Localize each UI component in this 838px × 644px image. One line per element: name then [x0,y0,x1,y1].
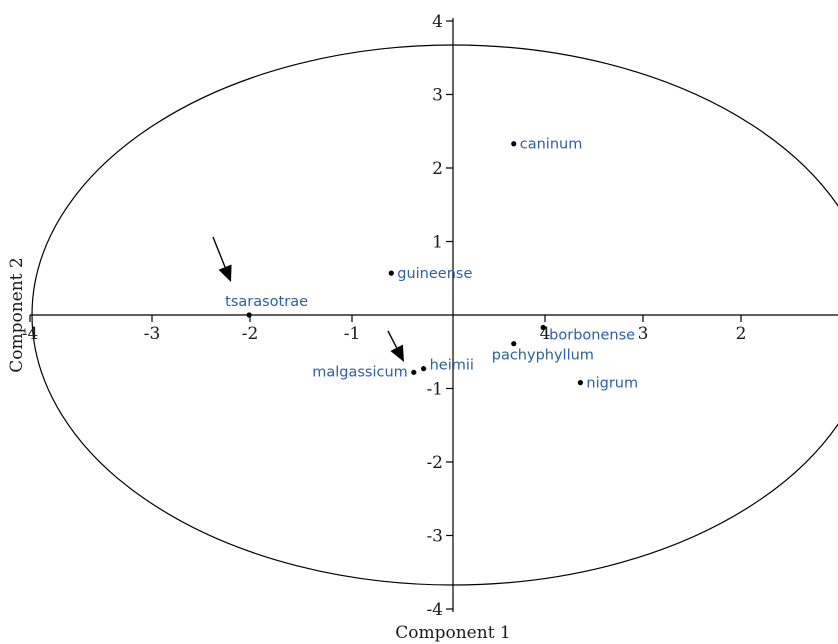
x-tick-label: 2 [736,324,747,344]
data-point-malgassicum [411,369,417,375]
x-tick-label: -2 [242,324,259,344]
point-label-heimii: heimii [430,358,474,374]
y-axis-title: Component 2 [7,257,27,373]
x-tick-label: 4 [540,324,551,344]
arrow-tsarasotrae [212,236,226,268]
y-tick-label: 1 [432,233,443,253]
arrow-head-malgassicum [390,344,404,362]
data-point-caninum [511,141,517,147]
y-tick-label: -4 [426,600,443,620]
y-tick-label: -1 [426,380,443,400]
x-axis-title: Component 1 [395,623,511,643]
data-point-tsarasotrae [246,312,252,318]
data-point-heimii [421,366,427,372]
y-tick-label: 4 [432,12,443,32]
y-tick-label: -2 [426,453,443,473]
point-label-pachyphyllum: pachyphyllum [492,348,594,364]
x-tick-label: -1 [344,324,361,344]
x-tick-label: 3 [638,324,649,344]
point-label-nigrum: nigrum [586,376,638,392]
point-label-caninum: caninum [520,137,583,153]
arrow-malgassicum [387,330,398,349]
data-point-guineense [388,270,394,276]
point-label-tsarasotrae: tsarasotrae [225,294,308,310]
y-tick-label: -3 [426,527,443,547]
y-tick-label: 2 [432,159,443,179]
point-label-guineense: guineense [397,266,472,282]
data-point-pachyphyllum [511,341,517,347]
data-point-nigrum [577,380,584,386]
point-label-borbonense: borbonense [549,327,635,343]
data-point-borbonense [540,324,546,331]
point-label-malgassicum: malgassicum [312,364,408,380]
plot-area: -4 -3 -2 -1 4 3 2 4 3 2 1 -1 -2 -3 -4 caninum guineense t… [22,12,838,620]
y-tick-label: 3 [432,86,443,106]
arrow-head-tsarasotrae [218,264,232,282]
x-tick-label: -3 [144,324,161,344]
x-tick-label: -4 [22,324,39,344]
